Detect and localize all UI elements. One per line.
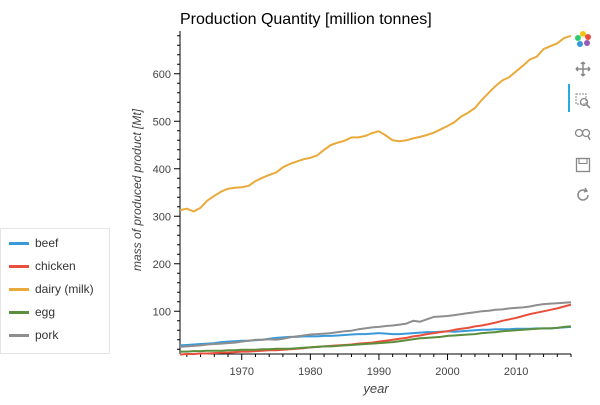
y-axis-label: mass of produced product [Mt] (130, 108, 144, 271)
x-axis-label: year (362, 381, 389, 396)
y-tick-label: 400 (153, 164, 171, 176)
y-tick-label: 300 (153, 211, 171, 223)
legend-swatch (9, 264, 29, 268)
legend-swatch (9, 287, 29, 291)
series-lines (179, 34, 572, 356)
x-tick-label: 1990 (367, 366, 391, 378)
y-tick-label: 600 (153, 69, 171, 81)
legend-item[interactable]: dairy (milk) (9, 279, 94, 299)
logo-icon[interactable] (572, 28, 594, 50)
x-tick-label: 2000 (435, 366, 459, 378)
series-line-pork (179, 301, 572, 348)
y-tick-label: 500 (153, 116, 171, 128)
active-tool-indicator (568, 84, 570, 112)
legend: beef chicken dairy (milk) egg pork (0, 228, 110, 354)
legend-swatch (9, 333, 29, 337)
legend-item[interactable]: beef (9, 233, 58, 253)
x-tick-label: 1980 (298, 366, 322, 378)
legend-label: egg (35, 305, 56, 319)
y-tick-label: 200 (153, 259, 171, 271)
pan-icon[interactable] (572, 58, 594, 80)
legend-label: dairy (milk) (35, 282, 94, 296)
series-line-dairy-milk- (179, 34, 572, 213)
legend-label: beef (35, 236, 59, 250)
legend-item[interactable]: chicken (9, 256, 76, 276)
axes: 100 200 300 400 500 600 1970 1980 1990 2000 2010 (153, 31, 572, 378)
legend-swatch (9, 241, 29, 245)
wheel-zoom-icon[interactable] (572, 122, 594, 144)
series-line-chicken (179, 303, 572, 356)
box-zoom-icon[interactable] (572, 90, 594, 112)
legend-label: pork (35, 328, 59, 342)
legend-label: chicken (35, 259, 76, 273)
x-tick-label: 2010 (504, 366, 528, 378)
chart-title: Production Quantity [million tonnes] (180, 11, 432, 28)
save-icon[interactable] (572, 154, 594, 176)
legend-item[interactable]: pork (9, 325, 58, 345)
reset-icon[interactable] (572, 184, 594, 206)
toolbar (566, 28, 600, 208)
y-tick-label: 100 (153, 306, 171, 318)
x-tick-label: 1970 (229, 366, 253, 378)
legend-item[interactable]: egg (9, 302, 55, 322)
legend-swatch (9, 310, 29, 314)
series-line-egg (180, 325, 572, 353)
